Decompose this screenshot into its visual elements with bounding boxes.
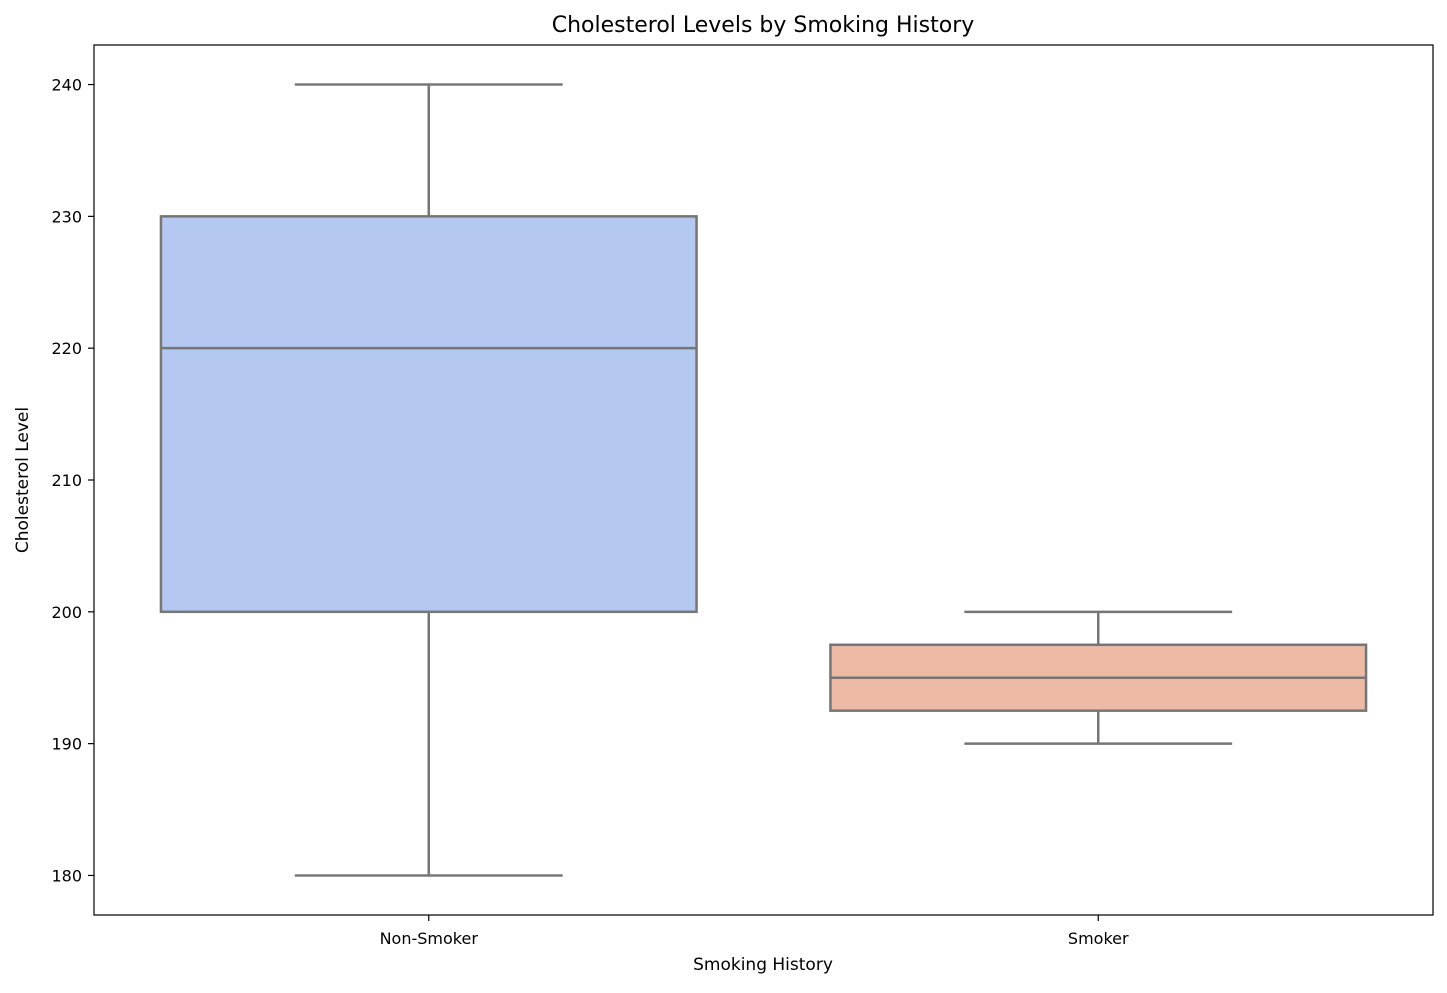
plot-area [159, 83, 1368, 877]
x-tick-label-smoker: Smoker [1068, 929, 1129, 948]
y-tick-label-200: 200 [51, 603, 82, 622]
y-axis-label: Cholesterol Level [13, 407, 33, 553]
x-tick-label-non-smoker: Non-Smoker [380, 929, 479, 948]
x-axis-label: Smoking History [693, 955, 833, 975]
box-group-non-smoker [159, 83, 698, 877]
chart-title: Cholesterol Levels by Smoking History [552, 13, 975, 38]
box-group-smoker [829, 610, 1368, 745]
y-tick-label-210: 210 [51, 471, 82, 490]
y-tick-label-220: 220 [51, 339, 82, 358]
iqr-box-non-smoker [159, 215, 698, 614]
y-tick-label-230: 230 [51, 207, 82, 226]
y-tick-label-240: 240 [51, 76, 82, 95]
y-tick-label-190: 190 [51, 735, 82, 754]
y-tick-label-180: 180 [51, 866, 82, 885]
axes: 180 190 200 210 220 230 240 Non-Smoker Smoker [51, 44, 1434, 948]
